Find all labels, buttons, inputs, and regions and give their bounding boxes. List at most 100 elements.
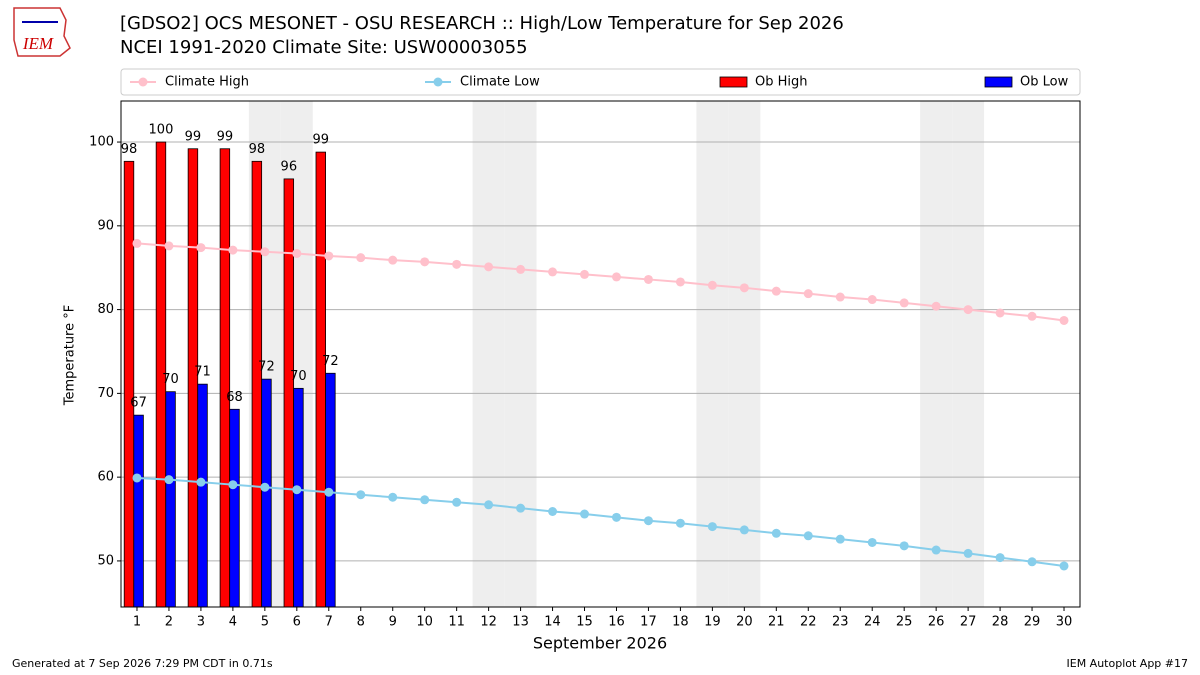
bar — [229, 408, 240, 608]
line-point — [484, 500, 494, 510]
line-point — [196, 243, 206, 253]
line-point — [867, 295, 877, 305]
weekend-shade — [696, 101, 729, 607]
x-tick-label: 13 — [512, 615, 529, 630]
bar-value-label: 96 — [281, 159, 298, 174]
bar-value-label: 72 — [258, 360, 275, 375]
line-point — [611, 272, 621, 282]
line-point — [643, 516, 653, 526]
x-tick-label: 19 — [704, 615, 721, 630]
bar-value-label: 98 — [249, 142, 266, 157]
x-tick-label: 17 — [640, 615, 657, 630]
x-tick-label: 24 — [864, 615, 881, 630]
plot-frame — [120, 100, 1081, 608]
y-tick-label: 90 — [97, 218, 114, 233]
x-tick-label: 11 — [448, 615, 465, 630]
bar-value-label: 68 — [226, 390, 243, 405]
bar-value-label: 72 — [322, 354, 339, 369]
legend-marker — [138, 77, 148, 87]
line-point — [164, 241, 174, 251]
x-tick-label: 23 — [832, 615, 849, 630]
line — [136, 476, 1065, 567]
line — [136, 242, 1065, 322]
x-tick-label: 4 — [229, 615, 237, 630]
line-point — [420, 257, 430, 267]
line-point — [132, 238, 142, 248]
x-tick-label: 1 — [133, 615, 141, 630]
x-tick-label: 29 — [1024, 615, 1041, 630]
line-point — [707, 522, 717, 532]
line-point — [675, 518, 685, 528]
line-point — [675, 277, 685, 287]
bar — [251, 160, 263, 608]
line-point — [452, 259, 462, 269]
bar-value-label: 100 — [149, 123, 174, 138]
x-tick-label: 5 — [261, 615, 269, 630]
line-point — [707, 280, 717, 290]
chart-subtitle: NCEI 1991-2020 Climate Site: USW00003055 — [120, 37, 528, 58]
bar-value-label: 99 — [313, 133, 330, 148]
line-point — [452, 497, 462, 507]
line-point — [388, 255, 398, 265]
legend-swatch — [719, 76, 748, 88]
legend-label: Climate Low — [460, 75, 540, 90]
bar — [261, 378, 272, 608]
logo-text: IEM — [22, 34, 54, 53]
line-point — [931, 545, 941, 555]
line-point — [516, 264, 526, 274]
bar-value-label: 99 — [217, 129, 234, 144]
footer-left: Generated at 7 Sep 2026 7:29 PM CDT in 0… — [12, 657, 273, 670]
line-point — [516, 503, 526, 513]
weekend-shade — [472, 101, 505, 607]
legend-box — [120, 68, 1081, 96]
bar — [197, 383, 208, 608]
x-tick-label: 10 — [416, 615, 433, 630]
line-point — [324, 251, 334, 261]
bar-value-label: 99 — [185, 129, 202, 144]
line-point — [484, 262, 494, 272]
x-tick-label: 28 — [992, 615, 1009, 630]
x-tick-label: 16 — [608, 615, 625, 630]
line-point — [771, 528, 781, 538]
x-tick-label: 27 — [960, 615, 977, 630]
y-tick-label: 50 — [97, 553, 114, 568]
line-point — [580, 509, 590, 519]
x-tick-label: 12 — [480, 615, 497, 630]
line-point — [292, 485, 302, 495]
line-point — [420, 495, 430, 505]
bar — [315, 151, 326, 608]
bar — [133, 414, 144, 608]
line-point — [260, 247, 270, 257]
line-point — [324, 487, 334, 497]
bar-value-label: 70 — [162, 372, 179, 387]
weekend-shade — [728, 101, 761, 607]
legend-label: Ob Low — [1020, 75, 1069, 90]
x-tick-label: 20 — [736, 615, 753, 630]
bar — [283, 178, 295, 608]
bar — [219, 148, 231, 608]
line-point — [356, 490, 366, 500]
line-point — [1059, 315, 1069, 325]
line-point — [963, 305, 973, 315]
logo: IEM — [13, 7, 71, 57]
line-point — [739, 283, 749, 293]
line-point — [611, 512, 621, 522]
bar — [293, 387, 304, 608]
weekend-shade — [952, 101, 985, 607]
line-point — [228, 480, 238, 490]
line-point — [228, 245, 238, 255]
x-tick-label: 15 — [576, 615, 593, 630]
x-tick-label: 26 — [928, 615, 945, 630]
line-point — [1027, 311, 1037, 321]
x-tick-label: 21 — [768, 615, 785, 630]
x-tick-label: 2 — [165, 615, 173, 630]
line-point — [1027, 557, 1037, 567]
weekend-shade — [920, 101, 953, 607]
line-point — [803, 289, 813, 299]
x-tick-label: 14 — [544, 615, 561, 630]
line-point — [548, 267, 558, 277]
x-tick-label: 7 — [325, 615, 333, 630]
line-point — [1059, 561, 1069, 571]
